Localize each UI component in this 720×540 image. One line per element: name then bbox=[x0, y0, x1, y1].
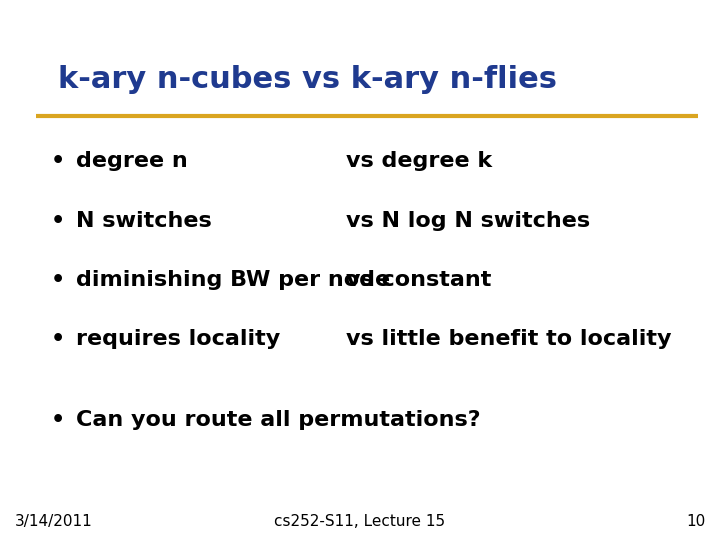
Text: 3/14/2011: 3/14/2011 bbox=[14, 514, 92, 529]
Text: vs constant: vs constant bbox=[346, 270, 491, 290]
Text: vs N log N switches: vs N log N switches bbox=[346, 211, 590, 231]
Text: degree n: degree n bbox=[76, 151, 187, 171]
Text: •: • bbox=[50, 410, 65, 430]
Text: •: • bbox=[50, 270, 65, 290]
Text: Can you route all permutations?: Can you route all permutations? bbox=[76, 410, 480, 430]
Text: N switches: N switches bbox=[76, 211, 212, 231]
Text: •: • bbox=[50, 151, 65, 171]
Text: •: • bbox=[50, 211, 65, 231]
Text: diminishing BW per node: diminishing BW per node bbox=[76, 270, 390, 290]
Text: cs252-S11, Lecture 15: cs252-S11, Lecture 15 bbox=[274, 514, 446, 529]
Text: requires locality: requires locality bbox=[76, 329, 280, 349]
Text: •: • bbox=[50, 329, 65, 349]
Text: vs little benefit to locality: vs little benefit to locality bbox=[346, 329, 671, 349]
Text: k-ary n-cubes vs k-ary n-flies: k-ary n-cubes vs k-ary n-flies bbox=[58, 65, 557, 94]
Text: vs degree k: vs degree k bbox=[346, 151, 492, 171]
Text: 10: 10 bbox=[686, 514, 706, 529]
